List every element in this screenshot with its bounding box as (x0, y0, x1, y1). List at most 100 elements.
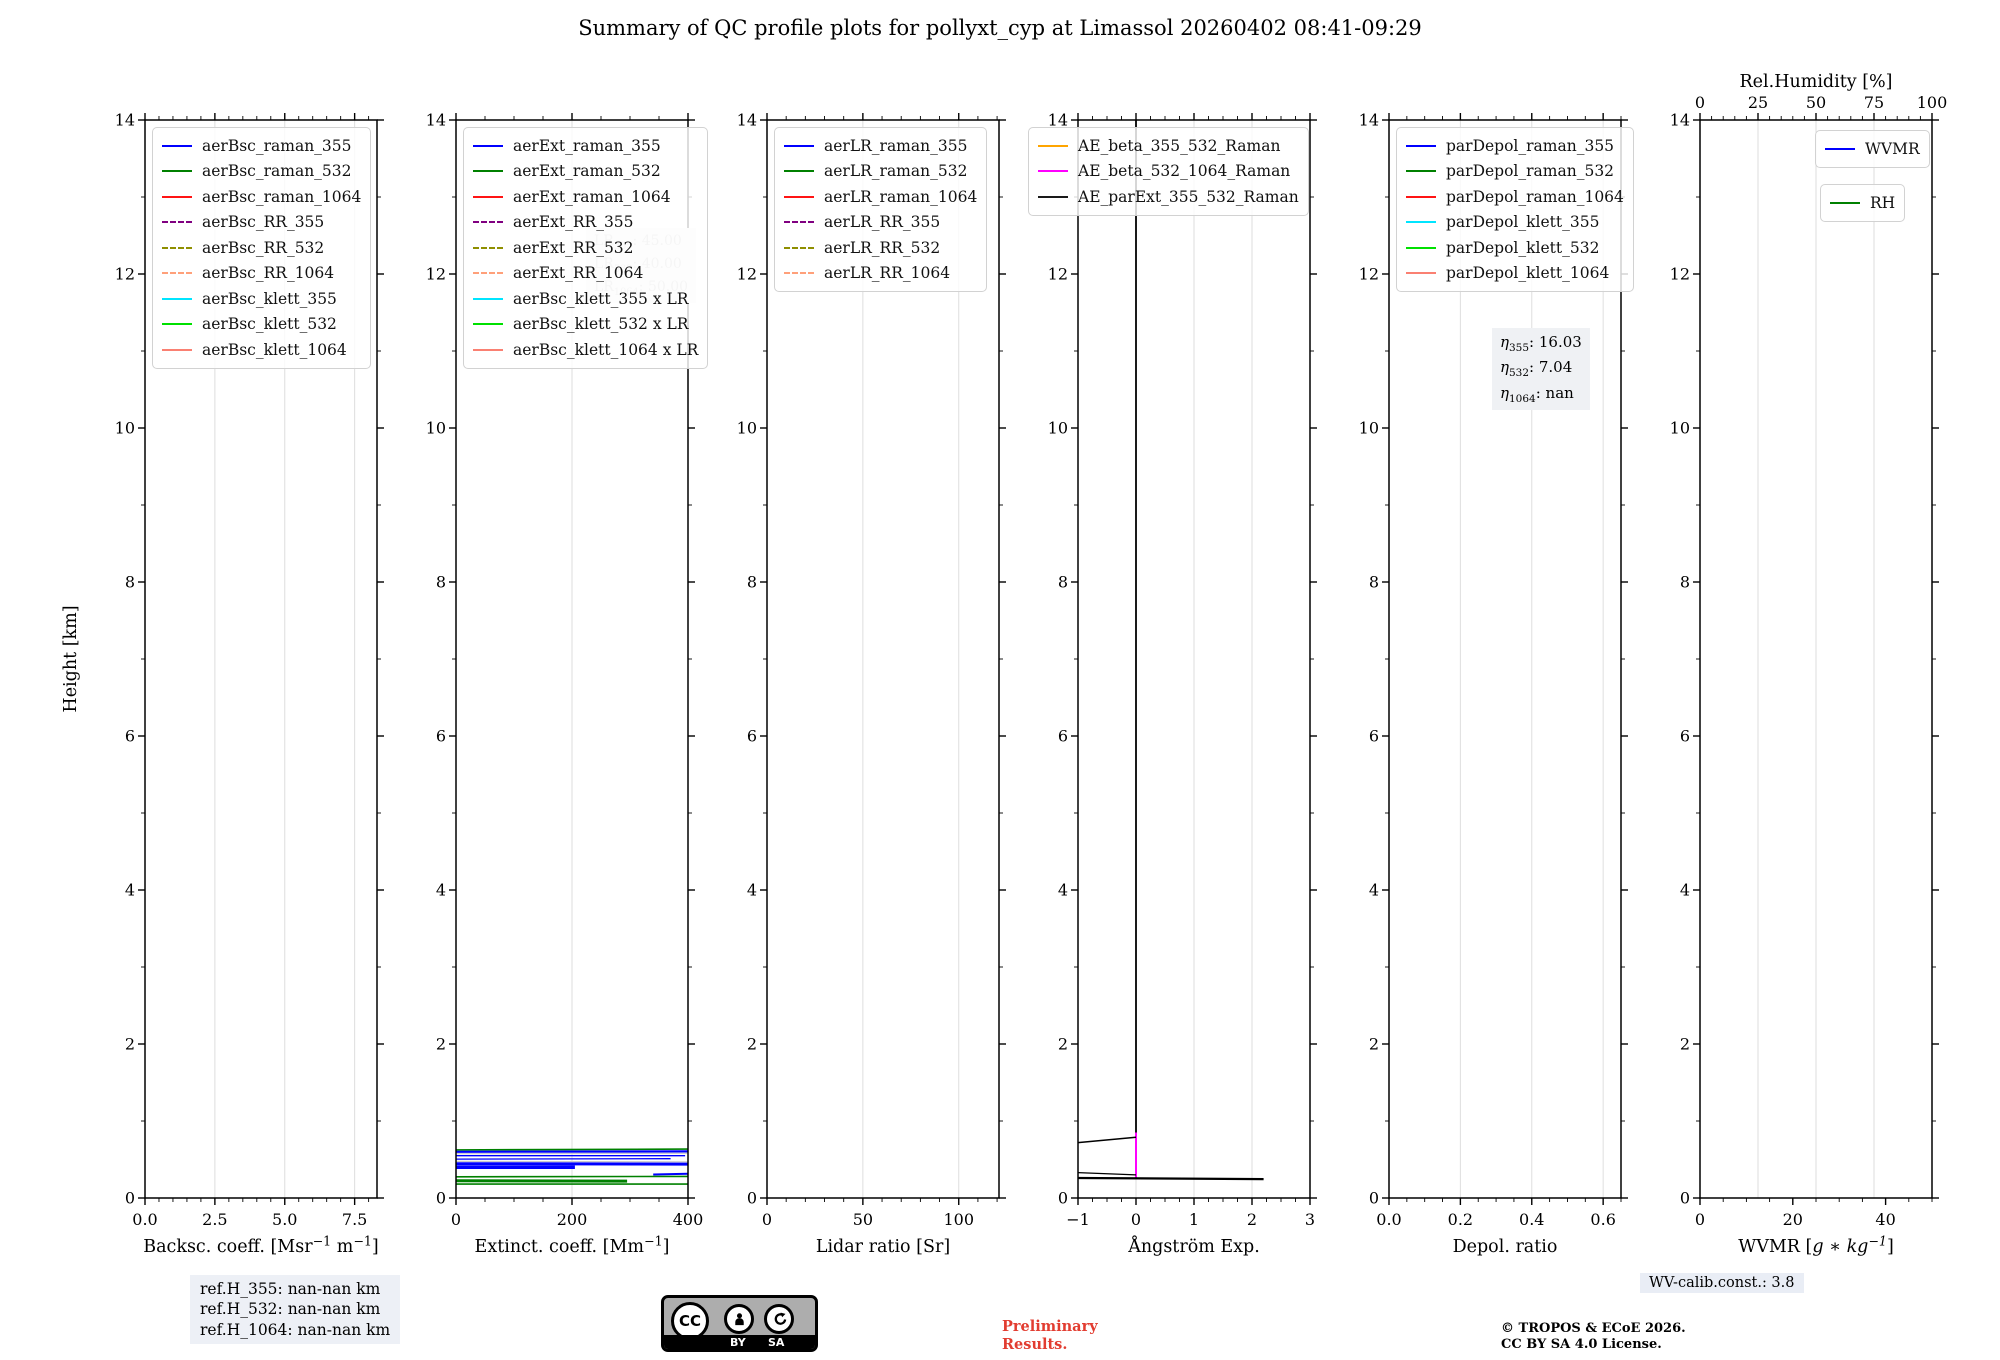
svg-text:12: 12 (1670, 265, 1690, 284)
svg-text:0: 0 (451, 1210, 461, 1229)
svg-text:8: 8 (436, 573, 446, 592)
copyright-line-1: © TROPOS & ECoE 2026. (1501, 1321, 1686, 1336)
x-axis-label: Backsc. coeff. [Msr−1 m−1] (143, 1233, 378, 1257)
svg-text:0.0: 0.0 (1376, 1210, 1401, 1229)
svg-text:8: 8 (125, 573, 135, 592)
svg-text:0.6: 0.6 (1590, 1210, 1615, 1229)
svg-text:8: 8 (1058, 573, 1068, 592)
svg-text:2.5: 2.5 (202, 1210, 227, 1229)
x-axis-label: Depol. ratio (1453, 1237, 1558, 1257)
svg-text:12: 12 (1048, 265, 1068, 284)
cc-logo-text: CC (678, 1312, 702, 1330)
x-axis-label: Ångström Exp. (1127, 1236, 1260, 1257)
svg-text:12: 12 (1359, 265, 1379, 284)
svg-text:5.0: 5.0 (272, 1210, 297, 1229)
svg-text:6: 6 (747, 727, 757, 746)
copyright-line-2: CC BY SA 4.0 License. (1501, 1337, 1662, 1353)
svg-text:14: 14 (115, 111, 135, 130)
svg-text:3: 3 (1305, 1210, 1315, 1229)
profile-line (653, 1172, 689, 1176)
preliminary-results-note: Preliminary Results. (1002, 1318, 1098, 1354)
svg-text:40: 40 (1875, 1210, 1895, 1229)
panel-depol-ratio: 0 2 4 6 8 10 12 14 0.0 0.2 0.4 0.6 Depol. ratio (1359, 111, 1628, 1257)
svg-text:0: 0 (747, 1189, 757, 1208)
svg-text:6: 6 (1369, 727, 1379, 746)
svg-text:2: 2 (1369, 1035, 1379, 1054)
profile-line (1077, 1136, 1137, 1144)
svg-text:14: 14 (426, 111, 446, 130)
svg-text:0: 0 (1369, 1189, 1379, 1208)
svg-text:0: 0 (125, 1189, 135, 1208)
cc-badge-strip: BY SA (664, 1335, 815, 1349)
panel-backscatter: 0 2 4 6 8 10 12 14 0.0 2.5 5.0 7.5 Backsc. coeff. [M… (115, 111, 384, 1257)
svg-text:0: 0 (1695, 93, 1705, 112)
wv-calibration-note: WV-calib.const.: 3.8 (1640, 1273, 1804, 1293)
svg-text:14: 14 (1048, 111, 1068, 130)
svg-text:0.4: 0.4 (1519, 1210, 1544, 1229)
svg-text:14: 14 (1670, 111, 1690, 130)
svg-text:2: 2 (1680, 1035, 1690, 1054)
svg-text:0: 0 (1058, 1189, 1068, 1208)
profile-line (1077, 1176, 1264, 1181)
svg-text:0: 0 (436, 1189, 446, 1208)
svg-text:0: 0 (1695, 1210, 1705, 1229)
svg-text:6: 6 (1680, 727, 1690, 746)
y-axis-label: Height [km] (61, 605, 81, 712)
svg-text:100: 100 (943, 1210, 974, 1229)
svg-text:0.2: 0.2 (1448, 1210, 1473, 1229)
svg-text:10: 10 (1670, 419, 1690, 438)
circular-arrow-icon (774, 1312, 786, 1325)
cc-license-badge: CC BY SA (661, 1295, 818, 1352)
ref-h-532: ref.H_532: nan-nan km (200, 1300, 381, 1319)
preliminary-line-1: Preliminary (1002, 1318, 1098, 1335)
svg-text:12: 12 (737, 265, 757, 284)
svg-text:0: 0 (1680, 1189, 1690, 1208)
svg-text:10: 10 (426, 419, 446, 438)
preliminary-line-2: Results. (1002, 1336, 1068, 1354)
svg-text:2: 2 (1247, 1210, 1257, 1229)
svg-text:14: 14 (1359, 111, 1379, 130)
cc-by-person-icon (724, 1304, 754, 1334)
svg-text:4: 4 (1369, 881, 1379, 900)
cc-sa-arrow-icon (764, 1304, 794, 1334)
person-icon (734, 1312, 744, 1325)
svg-text:2: 2 (125, 1035, 135, 1054)
ref-h-355: ref.H_355: nan-nan km (200, 1280, 381, 1298)
svg-text:10: 10 (1048, 419, 1068, 438)
svg-text:2: 2 (436, 1035, 446, 1054)
svg-text:100: 100 (1917, 93, 1948, 112)
x-axis-label: Extinct. coeff. [Mm−1] (475, 1233, 670, 1257)
svg-text:2: 2 (747, 1035, 757, 1054)
panel-lidar-ratio: 0 2 4 6 8 10 12 14 0 50 100 Lidar ratio [Sr] (737, 111, 1006, 1257)
panel-wvmr: 0 2 4 6 8 10 12 14 0 20 40 WVMR [g ∗ kg−1] 0 25 50 75 10… (1670, 72, 1948, 1257)
svg-text:2: 2 (1058, 1035, 1068, 1054)
svg-text:0.0: 0.0 (132, 1210, 157, 1229)
svg-text:1: 1 (1189, 1210, 1199, 1229)
svg-text:7.5: 7.5 (342, 1210, 367, 1229)
svg-text:25: 25 (1748, 93, 1768, 112)
svg-text:50: 50 (853, 1210, 873, 1229)
figure-title: Summary of QC profile plots for pollyxt_… (578, 16, 1422, 40)
svg-text:12: 12 (115, 265, 135, 284)
svg-text:10: 10 (1359, 419, 1379, 438)
svg-text:4: 4 (125, 881, 135, 900)
svg-text:0: 0 (762, 1210, 772, 1229)
x-axis-label: Lidar ratio [Sr] (816, 1237, 950, 1257)
svg-text:14: 14 (737, 111, 757, 130)
svg-text:200: 200 (557, 1210, 588, 1229)
copyright-note: © TROPOS & ECoE 2026. CC BY SA 4.0 Licen… (1501, 1321, 1686, 1354)
svg-text:4: 4 (747, 881, 757, 900)
profile-line (455, 1148, 689, 1151)
svg-text:4: 4 (436, 881, 446, 900)
svg-text:75: 75 (1864, 93, 1884, 112)
svg-text:20: 20 (1783, 1210, 1803, 1229)
top-axis-label: Rel.Humidity [%] (1740, 72, 1893, 92)
svg-text:10: 10 (115, 419, 135, 438)
svg-text:6: 6 (125, 727, 135, 746)
svg-text:400: 400 (673, 1210, 704, 1229)
svg-text:4: 4 (1058, 881, 1068, 900)
